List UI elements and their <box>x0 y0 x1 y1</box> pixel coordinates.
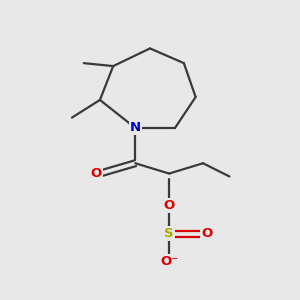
Text: O: O <box>164 200 175 212</box>
Text: O: O <box>201 227 212 240</box>
Text: S: S <box>164 227 174 240</box>
Text: N: N <box>130 122 141 134</box>
Text: O: O <box>91 167 102 180</box>
Text: O⁻: O⁻ <box>160 255 178 268</box>
